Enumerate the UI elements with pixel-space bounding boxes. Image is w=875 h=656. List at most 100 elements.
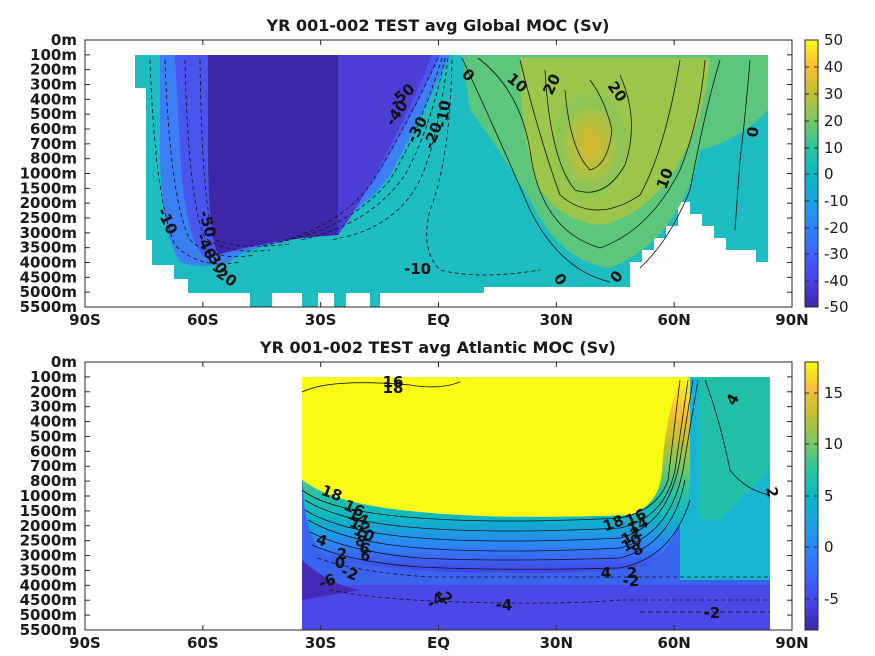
colorbar-tick-label: 10 <box>824 435 843 453</box>
colorbar-tick-label: 0 <box>824 165 834 183</box>
y-tick-label: 500m <box>30 427 77 445</box>
atlantic-contour-label: 2 <box>337 545 347 563</box>
x-tick-label: 30S <box>305 634 337 652</box>
y-tick-label: 4500m <box>20 591 77 609</box>
atlantic-moc-deep-min <box>302 560 360 600</box>
y-tick-label: 4000m <box>20 254 77 272</box>
x-tick-label: 60N <box>657 311 690 329</box>
y-tick-label: 2000m <box>20 517 77 535</box>
colorbar-tick-label: 0 <box>824 538 834 556</box>
x-tick-label: 90S <box>69 634 101 652</box>
y-tick-label: 600m <box>30 120 77 138</box>
x-tick-label: 30S <box>305 311 337 329</box>
colorbar-tick-label: -20 <box>824 219 849 237</box>
y-tick-label: 5500m <box>20 298 77 316</box>
y-tick-label: 5500m <box>20 621 77 639</box>
atlantic-contour-label: -4 <box>424 589 447 613</box>
colorbar-tick-label: 30 <box>824 85 843 103</box>
colorbar-tick-label: 40 <box>824 58 843 76</box>
colorbar-tick-label: 5 <box>824 487 834 505</box>
colorbar-tick-label: -40 <box>824 272 849 290</box>
y-tick-label: 1500m <box>20 179 77 197</box>
x-tick-label: 60S <box>187 311 219 329</box>
atlantic-contour-label: 0 <box>335 554 345 572</box>
y-tick-label: 4000m <box>20 576 77 594</box>
atlantic-moc-upper-cell <box>302 377 680 517</box>
y-tick-label: 300m <box>30 76 77 94</box>
atlantic-contour-label: 4 <box>601 564 611 582</box>
x-tick-label: 60S <box>187 634 219 652</box>
atlantic-moc-contours <box>301 379 771 613</box>
global-moc-maximum <box>552 90 628 200</box>
global-moc-axes: 0m100m200m300m400m500m600m700m800m1000m1… <box>20 31 809 329</box>
y-tick-label: 600m <box>30 442 77 460</box>
atlantic-moc-colorbar-ticks: 15 10 5 0 -5 <box>805 384 843 608</box>
colorbar-tick-label: 20 <box>824 112 843 130</box>
y-tick-label: 1000m <box>20 165 77 183</box>
y-tick-label: 200m <box>30 61 77 79</box>
x-tick-label: 90N <box>775 634 808 652</box>
y-tick-label: 100m <box>30 46 77 64</box>
x-tick-label: 30N <box>540 311 573 329</box>
atlantic-contour-label: -4 <box>496 596 513 614</box>
atlantic-moc-abyss <box>302 585 770 630</box>
y-tick-label: 5000m <box>20 606 77 624</box>
global-moc-field: -50 -40 -30 -20 -10 0 10 20 20 10 0 -10 … <box>135 55 768 307</box>
y-tick-label: 2500m <box>20 209 77 227</box>
colorbar-tick-label: 10 <box>824 139 843 157</box>
y-tick-label: 5000m <box>20 283 77 301</box>
global-contour-label: -10 <box>404 260 431 278</box>
atlantic-contour-label: 16 <box>383 373 404 391</box>
x-tick-label: EQ <box>427 634 450 652</box>
atlantic-contour-label: -2 <box>704 604 721 622</box>
global-moc-deacon-cell <box>208 55 338 255</box>
colorbar-tick-label: 50 <box>824 31 843 49</box>
atlantic-moc-field: 16 18 18 16 14 12 10 18 16 14 12 10 8 6 … <box>301 373 782 630</box>
x-tick-label: 30N <box>540 634 573 652</box>
x-tick-label: 60N <box>657 634 690 652</box>
y-tick-label: 100m <box>30 368 77 386</box>
global-moc-title: YR 001-002 TEST avg Global MOC (Sv) <box>266 16 610 35</box>
colorbar-tick-label: -50 <box>824 298 849 316</box>
x-tick-label: 90N <box>775 311 808 329</box>
y-tick-label: 0m <box>51 353 77 371</box>
y-tick-label: 1500m <box>20 502 77 520</box>
y-tick-label: 800m <box>30 472 77 490</box>
colorbar-tick-label: -5 <box>824 590 839 608</box>
global-contour-label: 0 <box>743 125 763 138</box>
y-tick-label: 400m <box>30 413 77 431</box>
atlantic-moc-title: YR 001-002 TEST avg Atlantic MOC (Sv) <box>259 338 616 357</box>
atlantic-contour-label: -2 <box>339 562 361 585</box>
atlantic-contour-label: 2 <box>762 485 782 498</box>
atlantic-contour-label: 2 <box>627 564 637 582</box>
y-tick-label: 3000m <box>20 547 77 565</box>
colorbar-tick-label: -30 <box>824 245 849 263</box>
y-tick-label: 3500m <box>20 561 77 579</box>
y-tick-label: 2000m <box>20 194 77 212</box>
atlantic-moc-axes: 0m100m200m300m400m500m600m700m800m1000m1… <box>20 353 809 652</box>
atlantic-moc-panel: YR 001-002 TEST avg Atlantic MOC (Sv) <box>20 338 843 652</box>
atlantic-contour-label: -2 <box>623 572 640 590</box>
colorbar-tick-label: 15 <box>824 384 843 402</box>
y-tick-label: 700m <box>30 457 77 475</box>
y-tick-label: 3500m <box>20 239 77 257</box>
y-tick-label: 700m <box>30 135 77 153</box>
global-moc-contours <box>149 57 751 283</box>
atlantic-contour-label: 18 <box>383 379 404 397</box>
x-tick-label: EQ <box>427 311 450 329</box>
y-tick-label: 2500m <box>20 532 77 550</box>
global-contour-label: -10 <box>432 99 454 129</box>
y-tick-label: 4500m <box>20 268 77 286</box>
y-tick-label: 3000m <box>20 224 77 242</box>
y-tick-label: 400m <box>30 90 77 108</box>
y-tick-label: 0m <box>51 31 77 49</box>
y-tick-label: 800m <box>30 150 77 168</box>
y-tick-label: 200m <box>30 383 77 401</box>
y-tick-label: 1000m <box>20 487 77 505</box>
x-tick-label: 90S <box>69 311 101 329</box>
colorbar-tick-label: -10 <box>824 192 849 210</box>
atlantic-moc-north-upper <box>700 377 770 520</box>
global-moc-panel: YR 001-002 TEST avg Global MOC (Sv) <box>20 16 849 329</box>
global-moc-deacon-slope <box>338 55 432 235</box>
